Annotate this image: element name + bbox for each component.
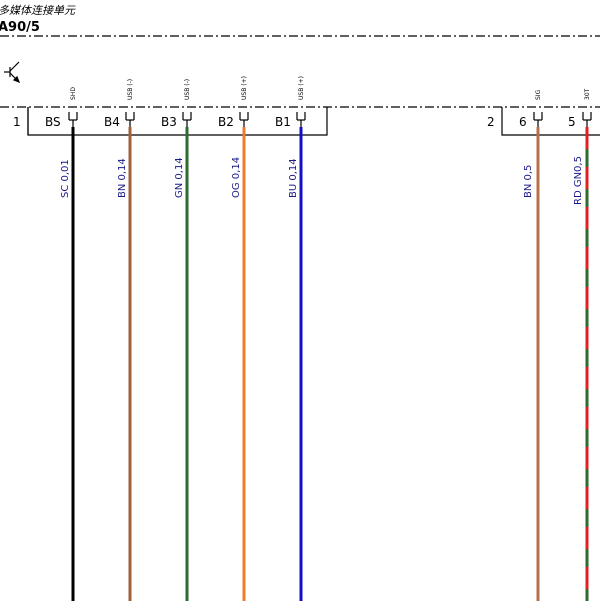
pin-signal: USB (+) bbox=[298, 76, 305, 100]
pin-label: B4 bbox=[104, 115, 120, 129]
pin-terminal-icon bbox=[125, 112, 135, 127]
pin-5: 5 30T RD GN0,5 bbox=[568, 88, 591, 205]
pin-signal: USB (-) bbox=[127, 79, 134, 100]
pin-label: 5 bbox=[568, 115, 576, 129]
component-name: 多媒体连接单元 bbox=[0, 4, 76, 17]
pin-terminal-icon bbox=[533, 112, 543, 127]
pin-terminal-icon bbox=[182, 112, 192, 127]
component-id: A90/5 bbox=[0, 20, 40, 35]
pin-signal: SIG bbox=[535, 89, 542, 100]
connector-2-number: 2 bbox=[487, 115, 495, 129]
pin-terminal-icon bbox=[68, 112, 78, 127]
pin-label: 6 bbox=[519, 115, 527, 129]
wire-label: BN 0,14 bbox=[117, 158, 128, 198]
pin-label: BS bbox=[45, 115, 61, 129]
pin-signal: SHD bbox=[70, 87, 77, 100]
connector-1: 1 bbox=[13, 107, 328, 136]
pin-label: B2 bbox=[218, 115, 234, 129]
wire-label: OG 0,14 bbox=[231, 157, 242, 198]
wire-label: RD GN0,5 bbox=[573, 156, 584, 205]
pin-terminal-icon bbox=[582, 112, 592, 127]
pin-signal: 30T bbox=[584, 88, 591, 100]
pin-signal: USB (-) bbox=[184, 79, 191, 100]
wire-label: SC 0,01 bbox=[60, 159, 71, 198]
wire-label: BN 0,5 bbox=[523, 165, 534, 198]
pin-label: B1 bbox=[275, 115, 291, 129]
transistor-icon bbox=[4, 61, 21, 84]
pin-6: 6 SIG BN 0,5 bbox=[519, 89, 542, 198]
wire-label: BU 0,14 bbox=[288, 158, 299, 198]
wire-label: GN 0,14 bbox=[174, 157, 185, 198]
pin-b1: B1 USB (+) BU 0,14 bbox=[275, 76, 305, 198]
pin-bs: BS SHD SC 0,01 bbox=[45, 87, 77, 198]
pin-b3: B3 USB (-) GN 0,14 bbox=[161, 79, 191, 198]
pin-b2: B2 USB (+) OG 0,14 bbox=[218, 76, 248, 198]
connector-1-number: 1 bbox=[13, 115, 21, 129]
pin-terminal-icon bbox=[239, 112, 249, 127]
connector-2: 2 bbox=[487, 107, 600, 136]
pin-signal: USB (+) bbox=[241, 76, 248, 100]
wires-group bbox=[68, 112, 592, 601]
pin-terminal-icon bbox=[296, 112, 306, 127]
pin-b4: B4 USB (-) BN 0,14 bbox=[104, 79, 134, 198]
pin-label: B3 bbox=[161, 115, 177, 129]
